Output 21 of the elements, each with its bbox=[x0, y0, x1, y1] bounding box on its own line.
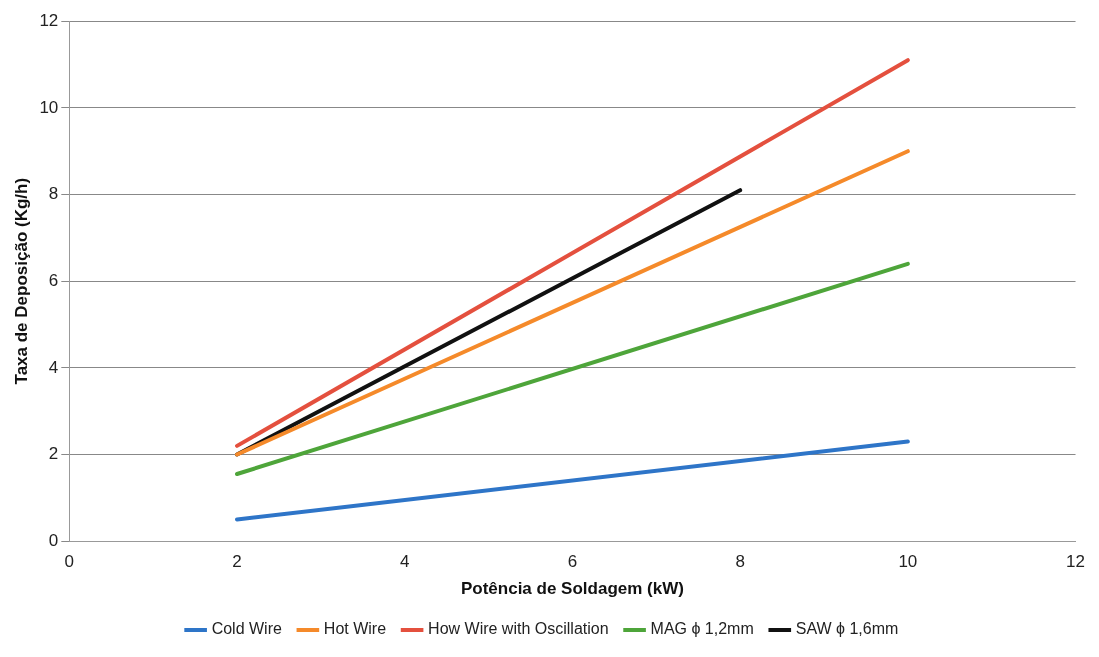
legend-label: How Wire with Oscillation bbox=[428, 620, 609, 638]
y-tick-label: 10 bbox=[39, 97, 59, 117]
x-tick-label: 10 bbox=[898, 552, 918, 572]
y-tick-label: 8 bbox=[48, 184, 59, 204]
x-axis-title: Potência de Soldagem (kW) bbox=[460, 579, 684, 599]
x-tick-label: 8 bbox=[735, 552, 745, 572]
x-tick-label: 12 bbox=[1066, 552, 1086, 572]
y-tick-label: 0 bbox=[48, 530, 59, 550]
x-tick-label: 0 bbox=[64, 552, 75, 572]
x-tick-label: 6 bbox=[567, 552, 578, 572]
y-tick-label: 2 bbox=[48, 444, 59, 464]
x-tick-label: 4 bbox=[399, 552, 410, 572]
legend-label: MAG ϕ 1,2mm bbox=[650, 620, 754, 638]
legend-label: Hot Wire bbox=[323, 620, 387, 638]
y-axis-title: Taxa de Deposição (Kg/h) bbox=[11, 177, 31, 385]
y-tick-label: 12 bbox=[39, 10, 59, 30]
x-tick-label: 2 bbox=[232, 552, 242, 572]
y-tick-label: 4 bbox=[48, 357, 59, 377]
legend-label: SAW ϕ 1,6mm bbox=[795, 620, 899, 638]
legend-label: Cold Wire bbox=[211, 620, 282, 638]
y-tick-label: 6 bbox=[48, 270, 59, 290]
